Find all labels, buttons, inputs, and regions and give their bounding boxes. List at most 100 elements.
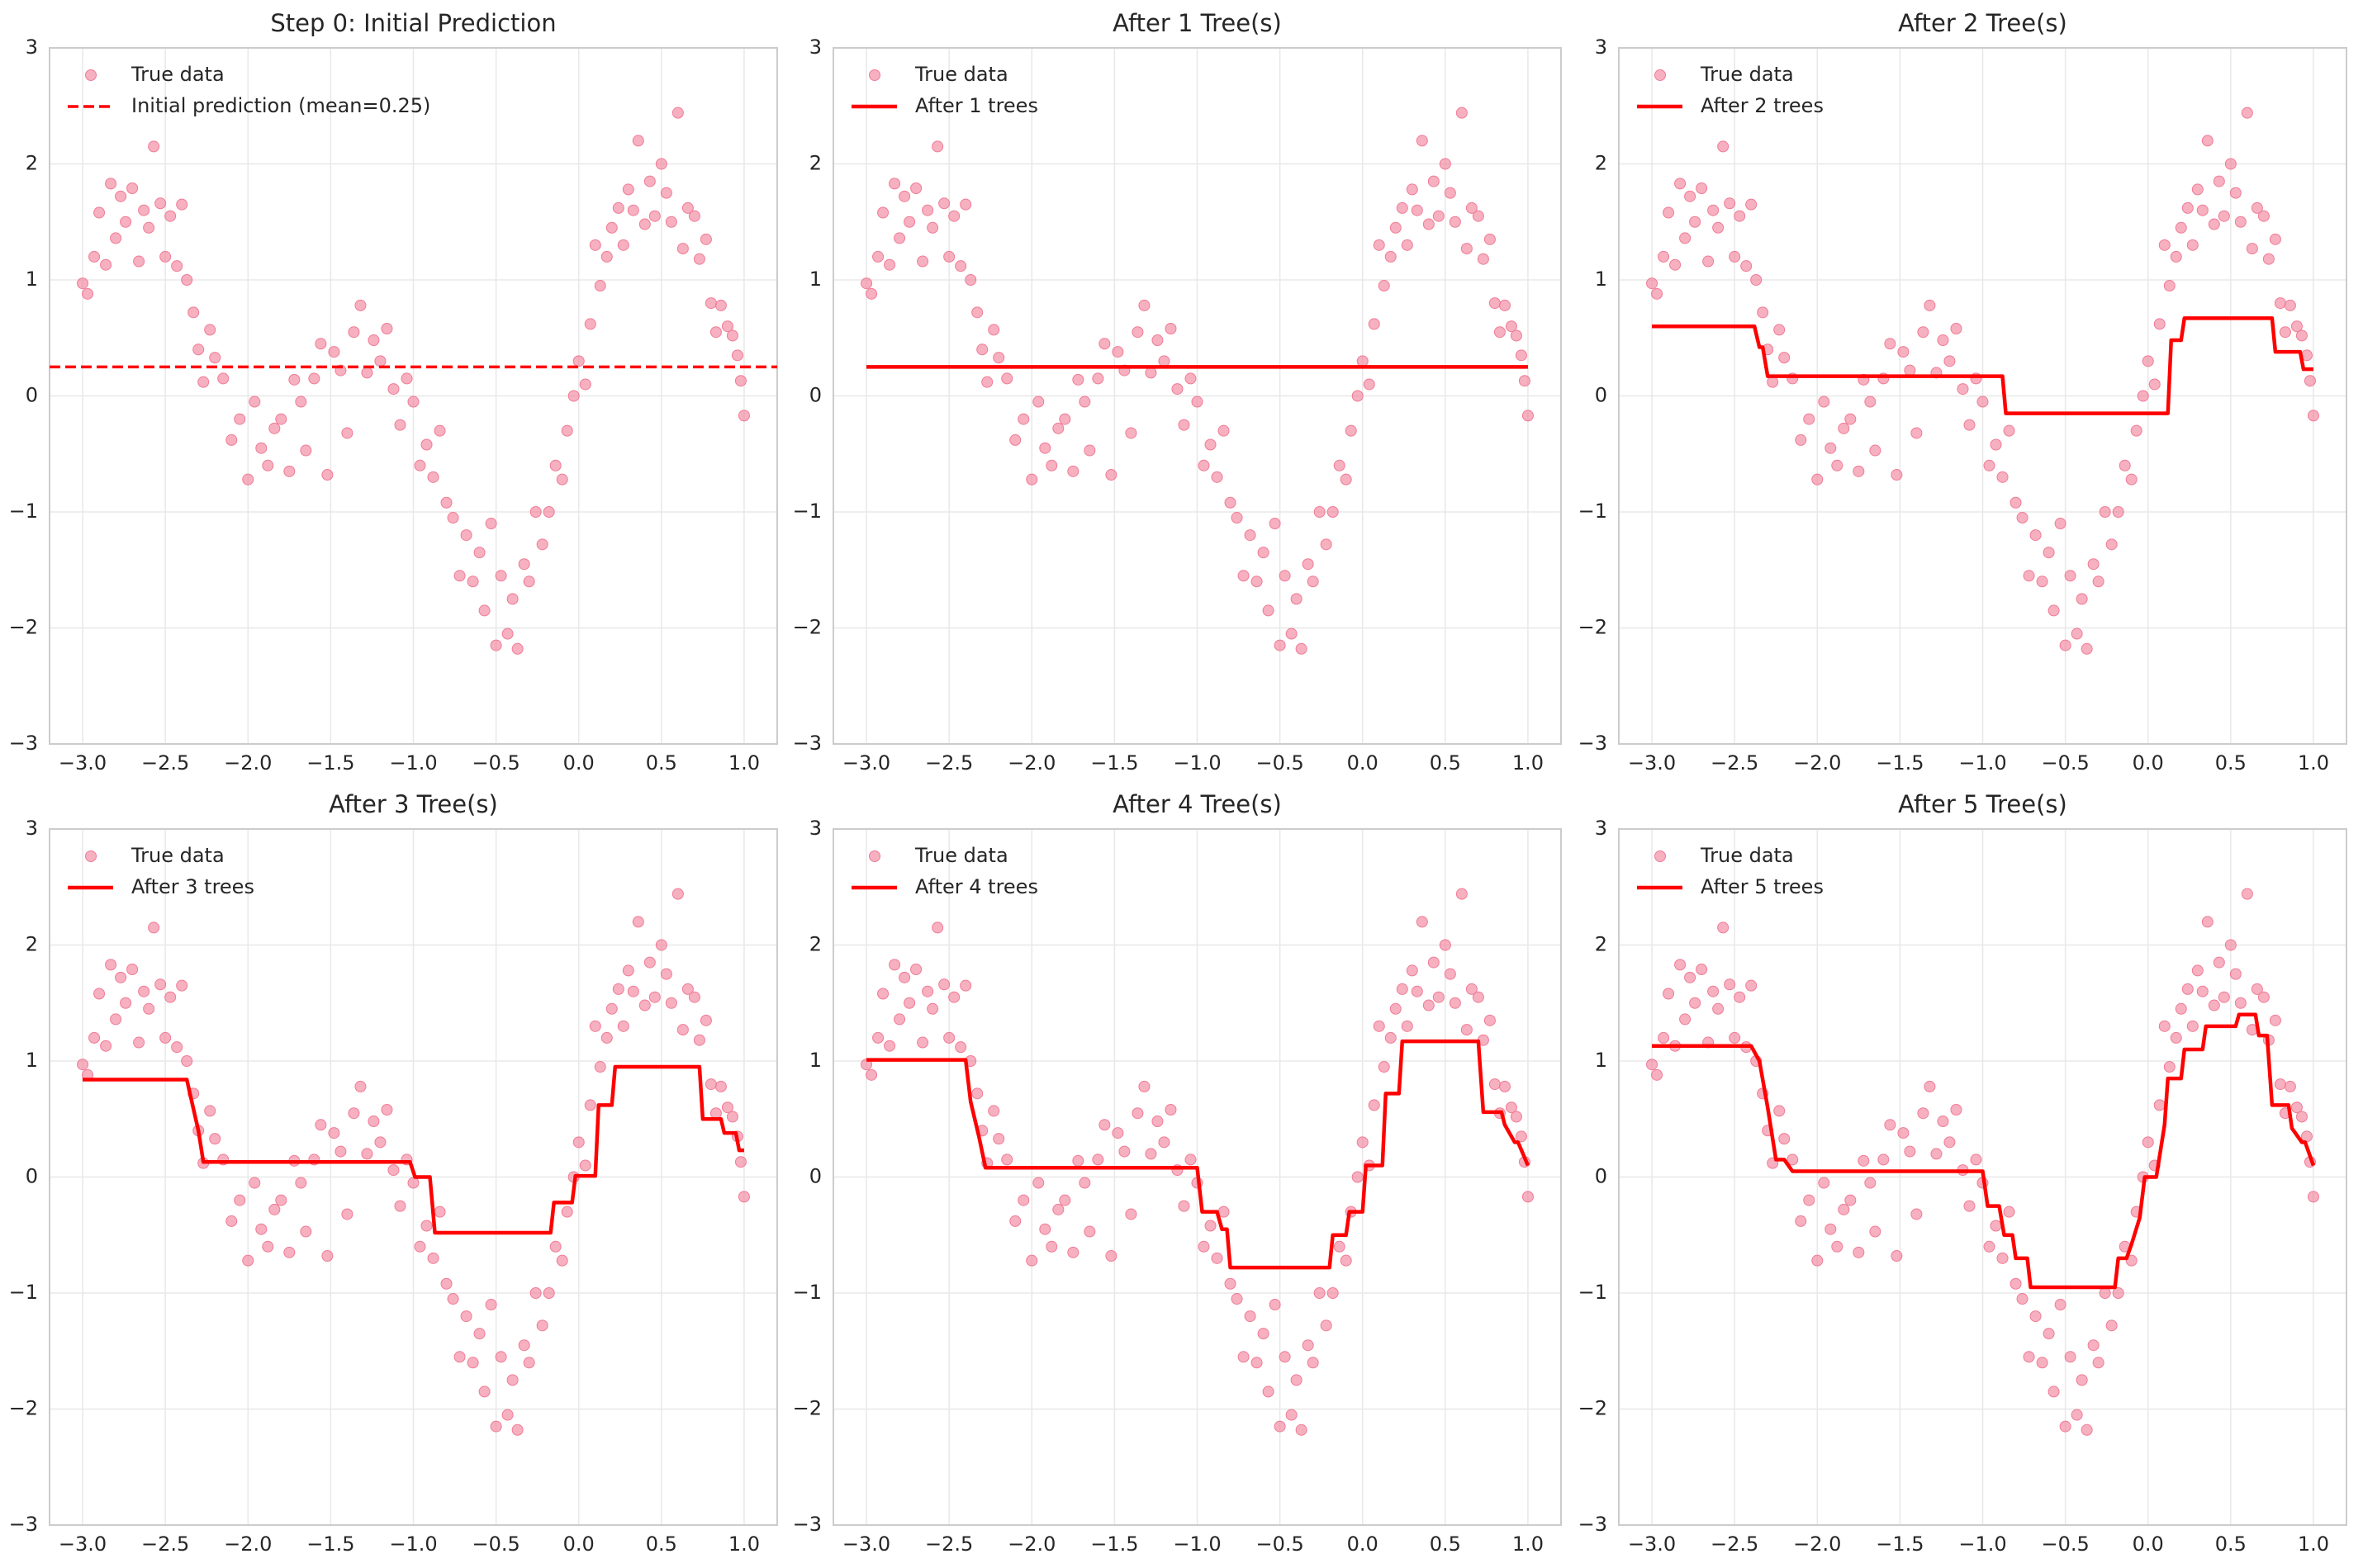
data-point — [1112, 346, 1124, 358]
legend-label: After 4 trees — [915, 875, 1038, 898]
data-point — [2201, 916, 2214, 928]
data-point — [440, 496, 453, 509]
data-point — [2229, 968, 2242, 980]
data-point — [2099, 506, 2111, 518]
data-point — [1924, 1080, 1936, 1092]
data-point — [1663, 988, 1675, 1000]
data-point — [1724, 978, 1736, 991]
data-point — [648, 991, 661, 1003]
data-point — [2262, 253, 2275, 265]
y-tick-label: 3 — [1595, 36, 1607, 59]
y-tick-label: 0 — [26, 1165, 38, 1188]
data-point — [1059, 413, 1071, 425]
data-point — [1224, 1277, 1236, 1290]
data-point — [627, 985, 639, 997]
subplot: −3.0 −2.5 −2.0 −1.5 −1.0 −0.5 0.0 0.5 1.0 −3 −2 −1 0… — [1578, 790, 2347, 1556]
data-point — [501, 628, 514, 640]
data-point — [1411, 204, 1423, 216]
x-tick-label: −2.0 — [1793, 751, 1841, 775]
data-point — [2081, 642, 2093, 655]
x-tick-label: 1.0 — [2298, 751, 2329, 775]
data-point — [82, 287, 94, 300]
data-point — [2036, 1357, 2048, 1369]
y-tick-label: −2 — [793, 616, 822, 639]
data-point — [1472, 210, 1484, 222]
y-tick-label: 2 — [809, 152, 822, 175]
data-point — [1333, 1240, 1345, 1253]
data-point — [1198, 459, 1210, 471]
y-tick-label: 3 — [1595, 817, 1607, 840]
data-point — [1138, 299, 1151, 311]
data-point — [1515, 349, 1527, 362]
data-point — [420, 438, 433, 451]
data-point — [561, 424, 573, 437]
data-point — [2071, 1409, 2083, 1421]
data-point — [295, 396, 307, 408]
data-point — [133, 255, 145, 268]
x-tick-label: 0.0 — [563, 751, 595, 775]
data-point — [1092, 1153, 1104, 1166]
data-point — [605, 1002, 618, 1015]
data-point — [381, 323, 393, 335]
data-point — [2137, 390, 2149, 402]
data-point — [1389, 1002, 1402, 1015]
data-point — [1295, 1424, 1307, 1436]
data-point — [1132, 1107, 1144, 1120]
data-point — [917, 255, 929, 268]
data-point — [899, 971, 911, 983]
x-tick-label: −0.5 — [472, 751, 520, 775]
data-point — [2016, 512, 2028, 524]
axes-frame — [833, 828, 1562, 1526]
x-tick-label: −1.0 — [1958, 751, 2006, 775]
data-point — [536, 538, 548, 551]
data-point — [988, 324, 1000, 336]
data-point — [2234, 216, 2247, 228]
axes-frame — [49, 828, 778, 1526]
data-point — [1877, 1153, 1890, 1166]
data-point — [1032, 396, 1045, 408]
data-point — [2224, 158, 2237, 170]
legend-label: True data — [130, 63, 225, 86]
data-point — [688, 210, 700, 222]
data-point — [1498, 299, 1511, 311]
data-point — [1983, 1240, 1995, 1253]
data-point — [1416, 916, 1428, 928]
data-point — [1521, 410, 1534, 422]
x-tick-label: −2.5 — [141, 1532, 189, 1556]
data-point — [2142, 1136, 2154, 1149]
data-point — [943, 1031, 956, 1044]
data-point — [300, 444, 312, 457]
data-point — [1018, 1194, 1030, 1206]
data-point — [77, 1059, 89, 1071]
data-point — [1285, 628, 1298, 640]
data-point — [217, 372, 230, 385]
data-point — [1996, 1252, 2009, 1264]
data-point — [315, 1119, 327, 1131]
data-point — [1674, 959, 1687, 971]
data-point — [2170, 250, 2182, 263]
subplot: −3.0 −2.5 −2.0 −1.5 −1.0 −0.5 0.0 0.5 1.0 −3 −2 −1 0… — [793, 9, 1562, 775]
data-point — [1384, 1031, 1397, 1044]
data-point — [922, 985, 934, 997]
data-point — [2163, 1061, 2176, 1073]
data-point — [2284, 299, 2296, 311]
data-point — [197, 376, 210, 388]
x-tick-label: −2.5 — [141, 751, 189, 775]
data-point — [1118, 1145, 1131, 1158]
data-point — [2119, 459, 2131, 471]
data-point — [2087, 1339, 2100, 1352]
data-point — [960, 979, 972, 992]
data-point — [148, 921, 160, 934]
data-point — [1279, 1351, 1291, 1363]
data-point — [1204, 438, 1217, 451]
data-point — [1983, 459, 1995, 471]
data-point — [268, 1203, 281, 1215]
data-point — [1211, 1252, 1223, 1264]
data-point — [2112, 506, 2124, 518]
x-tick-label: −3.0 — [1628, 751, 1676, 775]
data-point — [1052, 422, 1065, 434]
data-point — [283, 465, 296, 477]
x-tick-label: 1.0 — [1512, 751, 1544, 775]
data-point — [1439, 158, 1451, 170]
prediction-line — [866, 1039, 1530, 1270]
